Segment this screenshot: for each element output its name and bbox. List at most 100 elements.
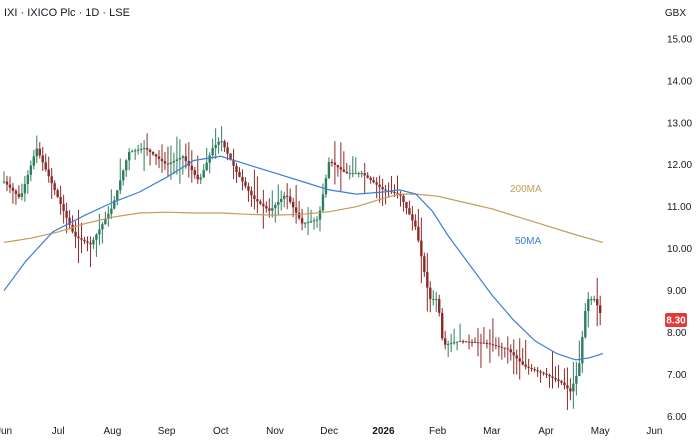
candle-body — [8, 184, 12, 188]
candle-body — [300, 218, 304, 224]
candle-body — [545, 373, 548, 375]
candle-body — [408, 208, 411, 215]
candle-body — [262, 203, 265, 207]
candle-body — [414, 220, 417, 227]
candle-body — [482, 342, 486, 344]
candle-body — [452, 342, 456, 344]
candle-body — [443, 338, 447, 345]
candle-body — [330, 162, 334, 164]
candle-body — [500, 346, 504, 348]
candle-body — [136, 149, 140, 151]
candle-body — [178, 157, 182, 160]
candle-body — [423, 256, 426, 272]
candle-body — [557, 379, 560, 382]
candle-body — [211, 147, 214, 156]
x-tick-label: Apr — [538, 426, 554, 437]
candle-body — [133, 150, 137, 152]
candle-body — [291, 201, 295, 208]
candle-body — [488, 343, 492, 345]
candle-body — [89, 242, 92, 245]
candle-body — [80, 238, 83, 240]
candle-body — [92, 239, 95, 245]
candle-body — [596, 299, 599, 306]
candle-body — [438, 299, 441, 313]
x-tick-label: Nov — [266, 426, 284, 437]
candle-body — [145, 148, 149, 150]
candle-body — [169, 162, 173, 165]
candle-body — [74, 231, 77, 237]
candle-body — [184, 156, 188, 161]
candle-body — [312, 220, 316, 222]
candle-body — [569, 388, 572, 392]
candle-body — [157, 156, 161, 159]
x-tick-label: Mar — [483, 426, 501, 437]
candle-body — [503, 347, 507, 349]
candle-body — [402, 195, 405, 202]
candle-body — [360, 173, 363, 175]
candle-body — [14, 190, 18, 194]
candle-body — [116, 190, 119, 201]
candle-body — [426, 271, 429, 288]
candle-body — [318, 210, 322, 220]
x-tick-label: Feb — [429, 426, 447, 437]
y-tick-label: 8.00 — [667, 328, 687, 339]
candle-body — [524, 364, 527, 367]
candle-body — [23, 184, 27, 194]
x-tick-label: Jun — [0, 426, 12, 437]
candle-body — [542, 372, 545, 374]
candle-body — [584, 310, 587, 338]
candle-body — [223, 141, 226, 148]
candle-body — [512, 352, 515, 356]
candle-body — [357, 173, 360, 175]
candle-body — [315, 219, 319, 221]
candle-body — [130, 151, 134, 153]
candle-body — [83, 239, 86, 242]
y-tick-label: 11.00 — [667, 202, 692, 213]
ma200-line — [3, 193, 604, 243]
candle-body — [274, 205, 277, 209]
candle-body — [139, 148, 143, 150]
candle-body — [86, 241, 89, 243]
candle-body — [575, 376, 578, 384]
candle-body — [110, 208, 113, 214]
candle-body — [548, 374, 551, 377]
candle-body — [435, 299, 438, 301]
candle-body — [491, 344, 495, 346]
ma50-label: 50MA — [515, 236, 541, 247]
ma200-label: 200MA — [510, 184, 542, 195]
candle-body — [62, 203, 65, 211]
x-tick-label: Sep — [158, 426, 176, 437]
candle-body — [458, 341, 462, 343]
candle-body — [479, 342, 483, 344]
candle-body — [309, 221, 313, 223]
candle-body — [217, 141, 220, 145]
x-tick-label: Dec — [320, 426, 338, 437]
candle-body — [32, 156, 36, 166]
candle-body — [113, 200, 116, 209]
candle-body — [303, 222, 307, 224]
candle-body — [44, 162, 47, 170]
candle-body — [20, 193, 24, 197]
candle-body — [527, 366, 530, 368]
candle-body — [539, 371, 542, 373]
candle-body — [432, 299, 435, 301]
candle-body — [285, 195, 289, 197]
candle-body — [71, 224, 74, 232]
candle-body — [250, 190, 253, 196]
candle-body — [265, 206, 268, 209]
candle-body — [232, 159, 235, 166]
candle-body — [530, 367, 533, 370]
candle-body — [324, 178, 328, 195]
candle-body — [470, 341, 474, 343]
candle-body — [378, 184, 381, 187]
candle-body — [396, 192, 399, 194]
candle-body — [327, 162, 331, 179]
candle-body — [593, 299, 596, 301]
candle-body — [163, 161, 167, 164]
candle-body — [283, 195, 286, 199]
candle-body — [154, 154, 158, 157]
candle-body — [518, 358, 521, 362]
candle-body — [336, 164, 340, 168]
candle-body — [375, 182, 378, 185]
